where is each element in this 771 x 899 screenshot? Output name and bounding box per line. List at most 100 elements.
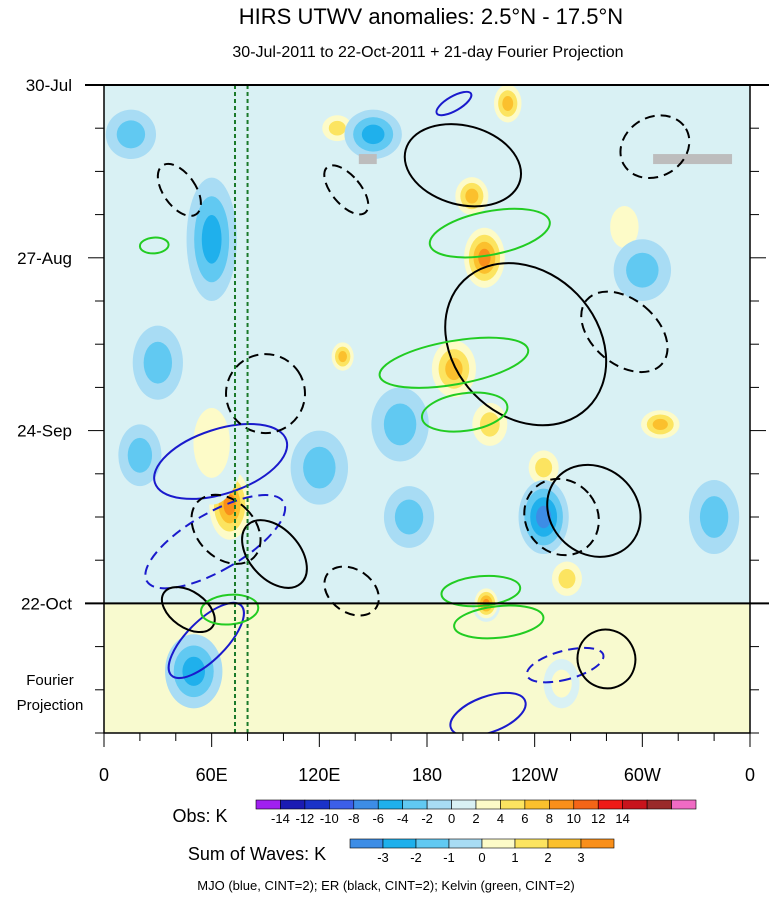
er-contour xyxy=(576,628,637,690)
anomaly-patch xyxy=(699,496,729,538)
colorbar-label: -2 xyxy=(410,850,422,865)
er-contour xyxy=(323,565,380,617)
anomaly-patch xyxy=(303,446,336,489)
guide-lines xyxy=(233,85,249,733)
anomaly-patch xyxy=(338,350,348,363)
kelvin-contour xyxy=(199,593,260,626)
anomaly-patch xyxy=(626,252,659,288)
er-contour xyxy=(323,164,370,216)
colorbar-swatch xyxy=(402,799,428,810)
projection-label-line2: Projection xyxy=(17,697,84,714)
anomaly-patch xyxy=(116,120,146,149)
wave-contours xyxy=(138,90,691,733)
colorbar-label: 10 xyxy=(567,811,581,826)
colorbar-label: 4 xyxy=(497,811,504,826)
colorbar-swatch xyxy=(426,799,452,810)
colorbar-label: 12 xyxy=(591,811,605,826)
colorbar-swatch xyxy=(415,838,450,849)
anomaly-patch xyxy=(551,669,572,698)
anomaly-patch xyxy=(478,248,491,267)
colorbar-swatch xyxy=(255,799,281,810)
colorbar-swatch xyxy=(451,799,477,810)
er-contour xyxy=(619,114,691,180)
y-tick-label: 30-Jul xyxy=(26,76,72,95)
colorbar-swatch xyxy=(304,799,330,810)
colorbar-swatch xyxy=(382,838,417,849)
plot-area: 30-Jul 27-Aug 24-Sep 22-Oct 0 60E 120E 180 120W… xyxy=(17,76,769,785)
er-contour xyxy=(156,162,202,217)
colorbar-swatch xyxy=(280,799,306,810)
colorbar-label: -2 xyxy=(421,811,433,826)
colorbar-swatch xyxy=(597,799,623,810)
missing-data-bar xyxy=(653,154,733,165)
y-tick-label: 27-Aug xyxy=(17,249,72,268)
anomaly-field xyxy=(104,85,750,733)
colorbar-label: -10 xyxy=(320,811,339,826)
colorbar-label: 0 xyxy=(478,850,485,865)
anomaly-patch xyxy=(465,188,479,204)
colorbar-swatch xyxy=(549,799,575,810)
x-tick-label: 180 xyxy=(412,765,442,785)
kelvin-contour xyxy=(453,604,545,640)
colorbar-swatch xyxy=(377,799,403,810)
anomaly-patch xyxy=(610,206,639,248)
kelvin-contour xyxy=(420,391,509,433)
obs-colorbar-label: Obs: K xyxy=(172,806,227,826)
colorbar-swatch xyxy=(646,799,672,810)
colorbar-swatch xyxy=(349,838,384,849)
er-contour xyxy=(241,519,308,589)
er-contour xyxy=(580,290,669,374)
y-axis: 30-Jul 27-Aug 24-Sep 22-Oct xyxy=(17,76,766,734)
y-tick-label: 22-Oct xyxy=(21,594,72,613)
missing-data-bar xyxy=(358,154,377,165)
colorbar-swatch xyxy=(329,799,355,810)
colorbar-swatch xyxy=(580,838,615,849)
anomaly-patch xyxy=(201,214,222,264)
colorbar-label: 2 xyxy=(472,811,479,826)
anomaly-patch xyxy=(143,341,173,384)
colorbar-label: 14 xyxy=(615,811,629,826)
x-tick-label: 60E xyxy=(196,765,228,785)
x-tick-label: 0 xyxy=(99,765,109,785)
colorbar-swatch xyxy=(671,799,697,810)
anomaly-patch xyxy=(328,120,346,136)
chart-subtitle: 30-Jul-2011 to 22-Oct-2011 + 21-day Four… xyxy=(232,44,623,61)
anomaly-patch xyxy=(182,656,206,686)
mjo-contour xyxy=(167,601,245,680)
anomaly-patch xyxy=(558,568,576,589)
colorbar-label: 3 xyxy=(577,850,584,865)
colorbar-swatch xyxy=(514,838,549,849)
kelvin-contour xyxy=(138,236,170,255)
projection-label-line1: Fourier xyxy=(26,672,74,689)
x-tick-label: 120E xyxy=(298,765,340,785)
colorbar-label: -6 xyxy=(372,811,384,826)
er-contour xyxy=(225,353,306,435)
er-contour xyxy=(190,493,262,565)
anomaly-patch xyxy=(361,124,385,145)
mjo-contour xyxy=(153,423,289,500)
anomaly-patch xyxy=(127,437,153,473)
colorbar-swatch xyxy=(475,799,501,810)
er-contour xyxy=(160,586,216,634)
obs-colorbar: Obs: K -14 -12 -10 -8 -6 -4 -2 0 2 4 6 8 10 12 14 xyxy=(172,799,697,826)
anomaly-patch xyxy=(394,499,424,535)
colorbar-label: -12 xyxy=(295,811,314,826)
anomaly-patch xyxy=(383,403,417,446)
colorbar-label: -3 xyxy=(377,850,389,865)
anomaly-patch xyxy=(193,408,230,478)
er-contour xyxy=(546,463,642,558)
colorbar-label: 2 xyxy=(544,850,551,865)
colorbar-label: 6 xyxy=(521,811,528,826)
waves-colorbar-label: Sum of Waves: K xyxy=(188,844,326,864)
x-axis: 0 60E 120E 180 120W 60W 0 xyxy=(99,733,755,785)
x-tick-label: 0 xyxy=(745,765,755,785)
colorbar-swatch xyxy=(547,838,582,849)
er-contour xyxy=(403,123,523,208)
chart-title: HIRS UTWV anomalies: 2.5°N - 17.5°N xyxy=(239,4,623,29)
kelvin-contour xyxy=(378,336,530,389)
x-tick-label: 60W xyxy=(624,765,661,785)
colorbar-label: 1 xyxy=(511,850,518,865)
colorbar-label: 8 xyxy=(546,811,553,826)
colorbar-swatch xyxy=(524,799,550,810)
